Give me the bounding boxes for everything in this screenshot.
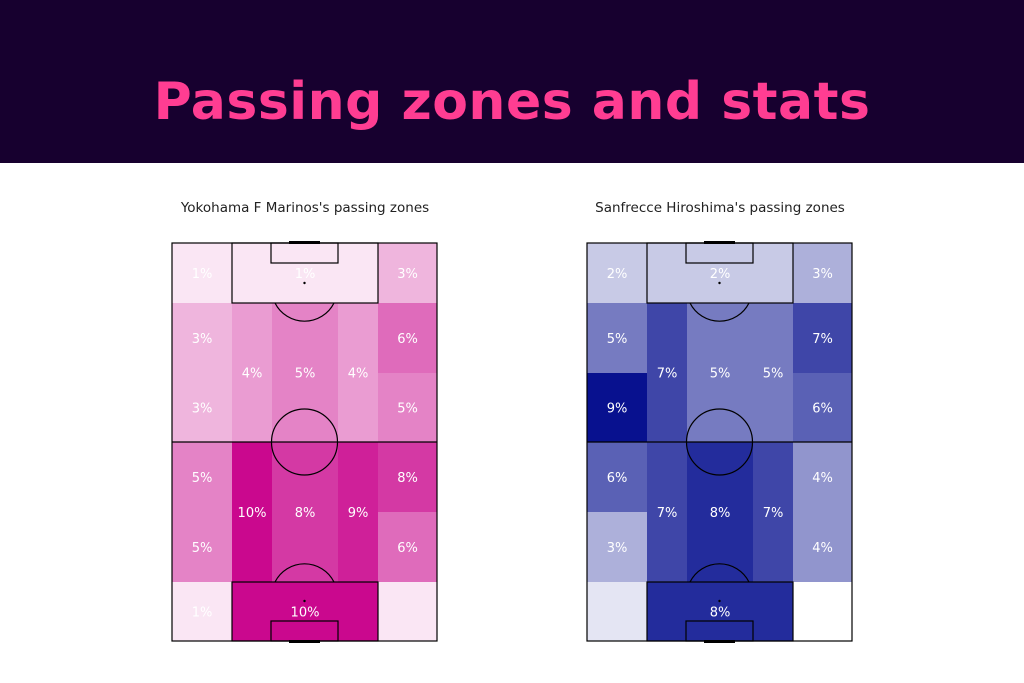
zone-lower-left-wing-a [587, 442, 647, 512]
zone-upper-left-wing-b [587, 373, 647, 442]
zone-label-top-left: 1% [192, 267, 213, 282]
bottom-goal [704, 640, 735, 643]
zone-label-bottom-box: 8% [710, 606, 731, 621]
zone-label-upper-left-wing-b: 9% [607, 402, 628, 417]
bottom-penalty-spot [718, 599, 721, 603]
zone-lower-left-wing-b [172, 512, 232, 582]
pitch-0: 1% 1% 3% 3% 3% 4% 5% 4% 6% 5% 5% 5% 10% 8% 9% 8% 6% 1% 10% [171, 241, 438, 643]
top-goal [704, 241, 735, 244]
bottom-penalty-arc [274, 563, 335, 583]
zone-label-top-right: 3% [812, 267, 833, 282]
zone-label-upper-right-wing-b: 5% [397, 402, 418, 417]
zone-upper-centre [272, 303, 338, 442]
zone-label-upper-centre: 5% [295, 367, 316, 382]
zone-lower-left-wing-a [172, 442, 232, 512]
zone-label-upper-right-wing-a: 6% [397, 332, 418, 347]
zone-lower-left-half [647, 442, 687, 582]
zone-upper-right-wing-a [793, 303, 852, 373]
zone-label-lower-left-half: 7% [657, 506, 678, 521]
zone-label-lower-right-wing-a: 8% [397, 471, 418, 486]
zone-label-lower-left-wing-a: 6% [607, 471, 628, 486]
zone-lower-right-wing-a [378, 442, 437, 512]
top-penalty-spot [303, 281, 306, 285]
zone-label-lower-right-half: 7% [763, 506, 784, 521]
zone-bottom-left [172, 582, 232, 641]
zone-upper-right-wing-a [378, 303, 437, 373]
zone-lower-left-wing-b [587, 512, 647, 582]
zone-bottom-box [232, 582, 378, 641]
zone-bottom-right [378, 582, 437, 641]
zone-label-bottom-right: 0% [812, 606, 833, 621]
zone-label-bottom-box: 10% [291, 606, 320, 621]
zone-label-upper-left-half: 4% [242, 367, 263, 382]
top-goal [289, 241, 320, 244]
zone-label-upper-right-wing-b: 6% [812, 402, 833, 417]
top-penalty-arc [274, 302, 335, 322]
zone-label-upper-right-half: 4% [348, 367, 369, 382]
zone-top-right [378, 243, 437, 303]
centre-circle [270, 408, 339, 476]
zone-lower-right-half [753, 442, 793, 582]
zone-top-box [647, 243, 793, 303]
zone-bottom-box [647, 582, 793, 641]
zone-lower-right-half [338, 442, 378, 582]
zone-label-lower-left-wing-b: 3% [607, 541, 628, 556]
bottom-penalty-arc [689, 563, 750, 583]
zone-upper-left-wing-a [587, 303, 647, 373]
zone-label-upper-centre: 5% [710, 367, 731, 382]
zone-lower-right-wing-b [793, 512, 852, 582]
zone-upper-right-half [753, 303, 793, 442]
zone-lower-right-wing-a [793, 442, 852, 512]
zone-lower-left-half [232, 442, 272, 582]
zone-label-top-left: 2% [607, 267, 628, 282]
zone-label-top-box: 1% [295, 267, 316, 282]
top-penalty-spot [718, 281, 721, 285]
zone-label-bottom-left: 1% [192, 606, 213, 621]
zone-label-lower-right-wing-a: 4% [812, 471, 833, 486]
zone-label-lower-right-wing-b: 4% [812, 541, 833, 556]
header-banner: Passing zones and stats [0, 0, 1024, 163]
zone-label-lower-centre: 8% [710, 506, 731, 521]
zone-upper-left-half [232, 303, 272, 442]
pitch-1: 2% 2% 3% 5% 9% 7% 5% 5% 7% 6% 6% 3% 7% 8% 7% 4% 4% 8% 0% [586, 241, 853, 643]
zone-upper-centre [687, 303, 753, 442]
zone-label-lower-left-half: 10% [238, 506, 267, 521]
zone-label-upper-left-half: 7% [657, 367, 678, 382]
zone-upper-right-half [338, 303, 378, 442]
zone-top-right [793, 243, 852, 303]
chart-title-yokohama: Yokohama F Marinos's passing zones [180, 200, 430, 216]
zone-top-left [172, 243, 232, 303]
zone-upper-left-half [647, 303, 687, 442]
page-title: Passing zones and stats [153, 72, 871, 132]
zone-bottom-right [793, 582, 852, 641]
zone-lower-right-wing-b [378, 512, 437, 582]
zone-upper-right-wing-b [378, 373, 437, 442]
zone-label-lower-left-wing-a: 5% [192, 471, 213, 486]
zone-label-top-right: 3% [397, 267, 418, 282]
zone-label-lower-left-wing-b: 5% [192, 541, 213, 556]
zone-label-lower-right-wing-b: 6% [397, 541, 418, 556]
zone-label-upper-right-wing-a: 7% [812, 332, 833, 347]
zone-label-upper-right-half: 5% [763, 367, 784, 382]
zone-upper-left-wing-a [172, 303, 232, 373]
zone-upper-right-wing-b [793, 373, 852, 442]
top-penalty-arc [689, 302, 750, 322]
centre-circle [685, 408, 754, 476]
zone-top-box [232, 243, 378, 303]
chart-title-sanfrecce: Sanfrecce Hiroshima's passing zones [595, 200, 845, 216]
zone-top-left [587, 243, 647, 303]
zone-label-lower-centre: 8% [295, 506, 316, 521]
zone-label-top-box: 2% [710, 267, 731, 282]
zone-label-upper-left-wing-b: 3% [192, 402, 213, 417]
bottom-goal [289, 640, 320, 643]
zone-upper-left-wing-b [172, 373, 232, 442]
bottom-penalty-spot [303, 599, 306, 603]
zone-label-upper-left-wing-a: 3% [192, 332, 213, 347]
zone-bottom-left [587, 582, 647, 641]
zone-label-lower-right-half: 9% [348, 506, 369, 521]
zone-label-upper-left-wing-a: 5% [607, 332, 628, 347]
